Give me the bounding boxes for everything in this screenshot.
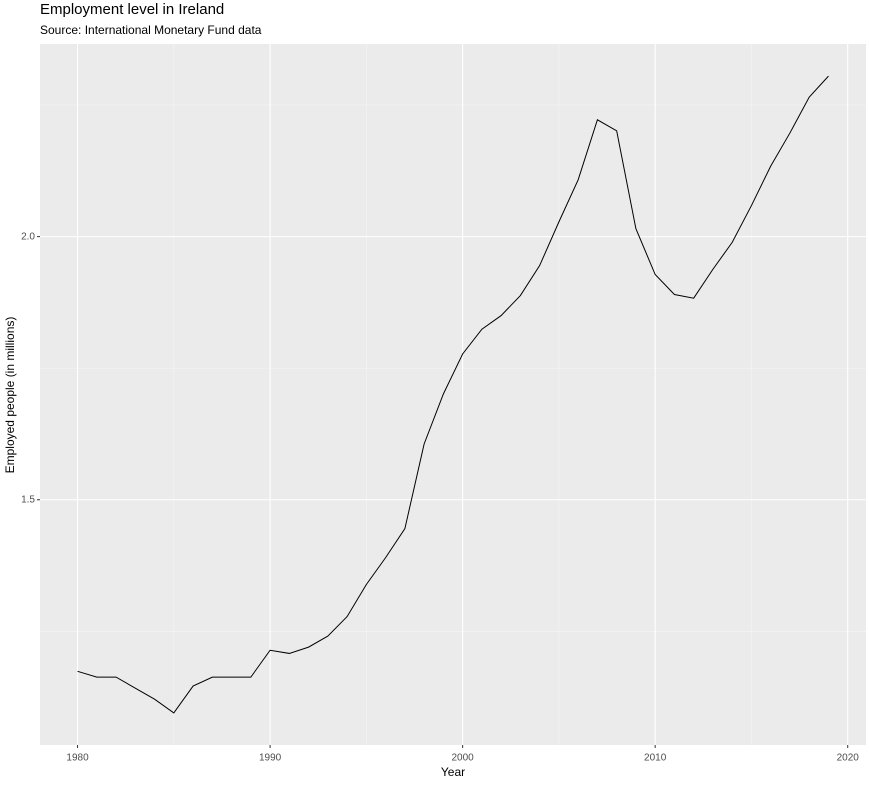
line xyxy=(77,75,829,714)
panel xyxy=(40,44,866,745)
y-axis-label: Employed people (in millions) xyxy=(3,317,17,474)
x-tick-label: 2010 xyxy=(644,753,667,764)
y-tick-label: 1.5 xyxy=(21,494,35,505)
x-tick-label: 2000 xyxy=(452,753,475,764)
chart-subtitle: Source: International Monetary Fund data xyxy=(40,23,262,37)
x-tick-label: 2020 xyxy=(837,753,860,764)
y-tick-label: 2.0 xyxy=(21,231,35,242)
x-tick-label: 1990 xyxy=(259,753,282,764)
x-tick-label: 1980 xyxy=(66,753,89,764)
x-axis-label: Year xyxy=(441,765,465,779)
chart-title: Employment level in Ireland xyxy=(40,1,224,18)
